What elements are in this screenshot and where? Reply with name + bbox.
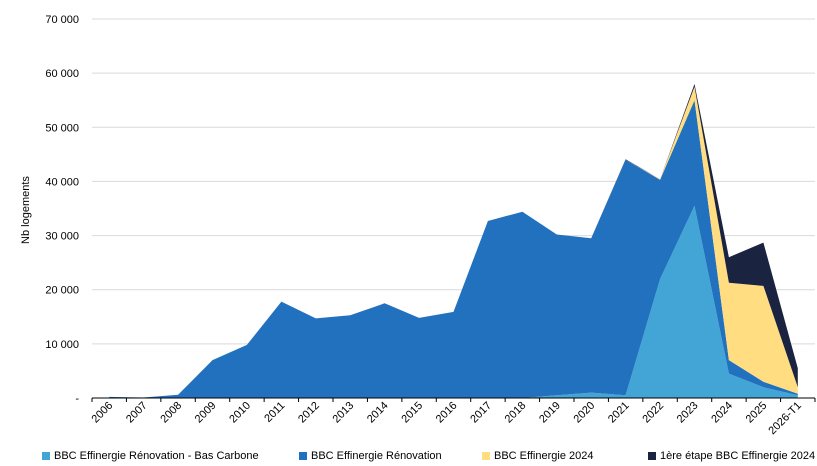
x-tick-label: 2006 (90, 400, 116, 426)
x-tick-label: 2023 (675, 400, 701, 426)
x-tick-label: 2012 (296, 400, 322, 426)
legend-label: BBC Effinergie Rénovation (311, 450, 442, 462)
y-tick-label: 30 000 (45, 231, 79, 243)
legend-item: 1ère étape BBC Effinergie 2024 (648, 446, 815, 466)
legend-swatch (482, 452, 490, 460)
x-tick-label: 2014 (365, 400, 391, 426)
x-tick-label: 2011 (262, 400, 287, 425)
legend-label: 1ère étape BBC Effinergie 2024 (660, 450, 816, 462)
area-series (109, 84, 798, 398)
y-axis-title: Nb logements (20, 176, 32, 244)
x-tick-label: 2010 (227, 400, 253, 426)
y-tick-label: - (75, 393, 79, 405)
x-tick-label: 2019 (537, 400, 563, 426)
y-tick-label: 60 000 (45, 68, 79, 80)
legend-swatch (299, 452, 307, 460)
legend-swatch (648, 452, 656, 460)
gridlines (92, 18, 815, 345)
x-tick-label: 2017 (468, 400, 494, 426)
x-tick-label: 2018 (503, 400, 529, 426)
area-series-0 (109, 205, 798, 398)
y-axis: - 10 000 20 000 30 000 40 000 50 000 60 000 70 … (45, 14, 79, 405)
y-tick-label: 70 000 (45, 14, 79, 26)
x-tick-label: 2020 (572, 400, 598, 426)
x-tick-label: 2008 (158, 400, 184, 426)
legend-item: BBC Effinergie Rénovation - Bas Carbone (42, 446, 259, 466)
x-tick-label: 2022 (640, 400, 666, 426)
x-tick-label: 2026-T1 (766, 400, 803, 437)
x-tick-label: 2021 (606, 400, 632, 426)
x-axis: 2006 2007 2008 2009 2010 2011 2012 2013 2014 2015… (90, 397, 816, 437)
legend-item: BBC Effinergie Rénovation (299, 446, 442, 466)
x-tick-label: 2009 (193, 400, 219, 426)
legend-label: BBC Effinergie 2024 (494, 450, 594, 462)
legend: BBC Effinergie Rénovation - Bas Carbone B… (0, 446, 817, 466)
y-tick-label: 40 000 (45, 176, 79, 188)
area-series-1 (109, 100, 798, 398)
x-tick-label: 2024 (709, 400, 735, 426)
x-tick-label: 2013 (331, 400, 357, 426)
x-tick-label: 2016 (434, 400, 460, 426)
y-tick-label: 10 000 (45, 339, 79, 351)
y-tick-label: 20 000 (45, 285, 79, 297)
legend-item: BBC Effinergie 2024 (482, 446, 593, 466)
x-tick-label: 2025 (744, 400, 770, 426)
legend-label: BBC Effinergie Rénovation - Bas Carbone (54, 450, 259, 462)
x-tick-label: 2015 (399, 400, 425, 426)
y-tick-label: 50 000 (45, 122, 79, 134)
x-tick-label: 2007 (124, 400, 150, 426)
legend-swatch (42, 452, 50, 460)
